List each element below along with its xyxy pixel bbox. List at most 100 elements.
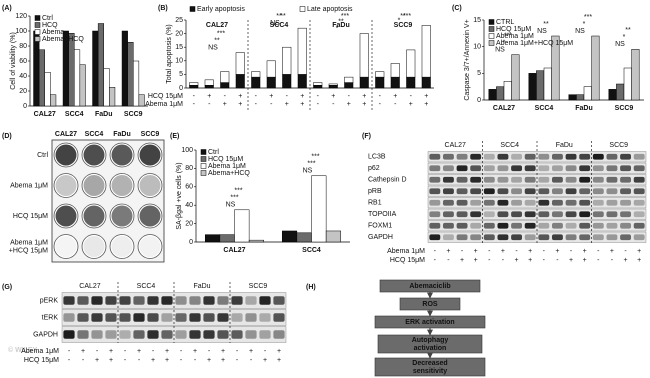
- blot-band: [133, 313, 145, 322]
- condition-sign: +: [165, 357, 169, 364]
- condition-sign: +: [637, 248, 641, 255]
- protein-label: pERK: [40, 297, 59, 304]
- blot-band: [511, 211, 523, 218]
- blot-band: [592, 188, 604, 195]
- bar-segment: [421, 76, 431, 89]
- bar: [296, 232, 312, 243]
- group-label: CAL27: [445, 142, 467, 149]
- blot-band: [524, 222, 536, 229]
- condition-sign: -: [255, 101, 258, 108]
- panel-label: (A): [2, 5, 12, 12]
- y-axis-label: Total apoptosis (%): [166, 24, 173, 84]
- bar-segment: [251, 76, 261, 89]
- blot-band: [429, 199, 441, 206]
- blot-band: [633, 153, 645, 160]
- y-tick-label: 5: [179, 71, 183, 78]
- blot-band: [77, 313, 89, 322]
- significance-mark: *: [503, 40, 506, 47]
- condition-sign: +: [331, 93, 335, 100]
- y-tick-label: 0: [179, 85, 183, 92]
- condition-sign: -: [502, 257, 505, 264]
- condition-sign: -: [264, 348, 267, 355]
- bar: [127, 42, 134, 107]
- legend-label: Late apoptosis: [307, 6, 353, 13]
- colony-well: [137, 173, 163, 198]
- legend-swatch: [34, 36, 41, 42]
- blot-band: [483, 176, 495, 183]
- bar: [623, 67, 632, 101]
- blot-band: [203, 296, 215, 305]
- x-tick-label: SCC4: [535, 105, 554, 112]
- condition-sign: -: [208, 348, 211, 355]
- condition-sign: +: [109, 357, 113, 364]
- blot-band: [538, 234, 550, 241]
- bar: [503, 81, 512, 101]
- colony-stain: [111, 175, 133, 196]
- condition-sign: +: [109, 348, 113, 355]
- blot-band: [63, 296, 75, 305]
- blot-band: [470, 234, 482, 241]
- condition-sign: -: [236, 348, 239, 355]
- blot-band: [592, 234, 604, 241]
- condition-sign: -: [250, 357, 253, 364]
- bar-segment: [359, 33, 369, 78]
- condition-sign: +: [223, 101, 227, 108]
- blot-band: [633, 188, 645, 195]
- blot-band: [231, 313, 243, 322]
- blot-band: [620, 199, 632, 206]
- condition-sign: +: [238, 101, 242, 108]
- condition-sign: -: [180, 348, 183, 355]
- blot-band: [551, 211, 563, 218]
- bar-segment: [220, 82, 230, 89]
- blot-band: [442, 222, 454, 229]
- y-tick-label: 60: [19, 58, 27, 65]
- bar-segment: [235, 74, 245, 89]
- blot-band: [273, 296, 285, 305]
- bar: [488, 89, 497, 101]
- condition-sign: +: [555, 248, 559, 255]
- bar-segment: [390, 76, 400, 89]
- colony-well: [53, 173, 79, 198]
- blot-band: [429, 153, 441, 160]
- blot-band: [175, 313, 187, 322]
- flow-node-label: Autophagy: [412, 337, 449, 344]
- blot-band: [579, 222, 591, 229]
- bar: [138, 94, 145, 107]
- condition-sign: +: [263, 357, 267, 364]
- blot-band: [119, 330, 131, 339]
- bar-segment: [406, 49, 416, 78]
- blot-band: [606, 222, 618, 229]
- blot-band: [429, 188, 441, 195]
- blot-band: [497, 165, 509, 172]
- legend-swatch: [34, 29, 41, 35]
- blot-band: [470, 188, 482, 195]
- blot-band: [147, 330, 159, 339]
- colony-well: [137, 234, 163, 259]
- blot-band: [456, 222, 468, 229]
- y-tick-label: 40: [19, 73, 27, 80]
- condition-sign: -: [556, 257, 559, 264]
- condition-sign: -: [152, 348, 155, 355]
- legend-label: HCQ 15μM: [208, 156, 243, 163]
- x-tick-label: CAL27: [493, 105, 515, 112]
- condition-sign: +: [300, 93, 304, 100]
- condition-label: Abema 1μM: [21, 348, 59, 355]
- colony-stain: [55, 175, 77, 196]
- condition-sign: -: [96, 348, 99, 355]
- y-axis-label: Caspase 3/7+/Annexin V+: [464, 19, 471, 100]
- blot-band: [456, 211, 468, 218]
- blot-band: [77, 296, 89, 305]
- blot-band: [497, 188, 509, 195]
- bar: [74, 49, 81, 107]
- condition-sign: -: [570, 248, 573, 255]
- condition-sign: +: [95, 357, 99, 364]
- condition-sign: +: [569, 257, 573, 264]
- bar: [536, 70, 545, 101]
- condition-sign: +: [238, 93, 242, 100]
- y-tick-label: 0: [477, 97, 481, 104]
- blot-band: [524, 199, 536, 206]
- condition-sign: -: [236, 357, 239, 364]
- bar-segment: [313, 85, 323, 89]
- condition-sign: +: [583, 248, 587, 255]
- condition-sign: +: [277, 357, 281, 364]
